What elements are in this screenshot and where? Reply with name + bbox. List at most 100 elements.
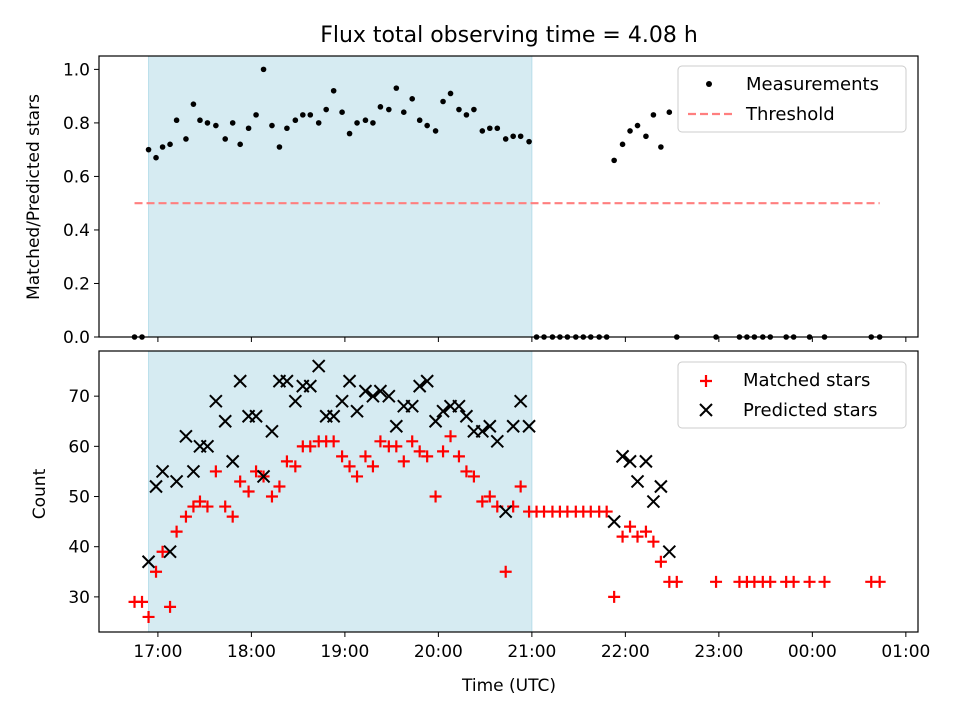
predicted-stars-point <box>428 414 443 428</box>
top-plot-frame <box>98 55 919 338</box>
measurement-point <box>354 120 360 126</box>
measurement-point <box>183 136 189 142</box>
matched-stars-point <box>150 565 163 578</box>
matched-stars-point <box>444 430 457 443</box>
measurement-point <box>190 101 197 107</box>
matched-stars-point <box>647 535 660 548</box>
measurement-point <box>526 138 532 145</box>
measurements-legend-marker <box>706 81 712 87</box>
matched-stars-point <box>873 575 886 588</box>
matched-stars-point <box>624 520 637 533</box>
measurement-point <box>502 136 509 142</box>
predicted-stars-point <box>490 434 504 449</box>
predicted-stars-point <box>615 449 630 464</box>
y-tick-label: 0.4 <box>63 221 90 241</box>
y-tick-label: 60 <box>68 437 90 457</box>
predicted-stars-point <box>639 454 653 469</box>
matched-stars-point <box>327 435 340 448</box>
predicted-stars-point <box>498 504 513 519</box>
y-tick-label: 0.8 <box>63 114 90 134</box>
predicted-stars-point <box>646 494 661 509</box>
measurement-point <box>463 112 470 118</box>
matched-stars-point <box>600 505 613 518</box>
measurement-point <box>471 106 477 113</box>
matched-stars-point <box>359 450 372 463</box>
matched-stars-point <box>273 480 286 493</box>
measurement-point <box>619 141 626 148</box>
matched-stars-point <box>156 545 169 558</box>
measurement-point <box>634 122 641 129</box>
measurement-point <box>276 144 283 150</box>
threshold-legend-label: Threshold <box>745 104 835 125</box>
measurement-point <box>377 104 384 110</box>
measurement-point <box>517 133 524 140</box>
predicted-stars-legend-marker <box>699 403 713 417</box>
matched-stars-point <box>437 445 450 458</box>
predicted-stars-point <box>382 389 396 403</box>
bottom-data-marks <box>128 359 886 623</box>
measurement-point <box>323 106 329 113</box>
measurement-point <box>424 122 430 129</box>
matched-stars-point <box>787 575 800 588</box>
predicted-stars-point <box>475 424 490 438</box>
y-tick-label: 40 <box>68 538 90 558</box>
predicted-stars-point <box>623 454 637 469</box>
chart-title: Flux total observing time = 4.08 h <box>320 23 698 48</box>
measurement-point <box>145 146 152 153</box>
measurement-point <box>307 112 314 118</box>
matched-stars-point <box>234 475 247 488</box>
predicted-stars-point <box>163 545 177 559</box>
top-legend-box <box>677 65 907 133</box>
measurement-point <box>494 125 501 132</box>
matched-stars-point <box>374 435 387 448</box>
predicted-stars-point <box>256 469 271 484</box>
predicted-stars-point <box>209 394 223 408</box>
matched-stars-point <box>366 460 379 473</box>
matched-stars-point <box>219 500 232 513</box>
top-panel: 0.0 0.2 0.4 0.6 0.8 1.0 Matched/Predicted sta… <box>24 55 919 348</box>
predicted-stars-point <box>389 419 404 433</box>
measurement-point <box>346 130 353 137</box>
matched-stars-legend-label: Matched stars <box>743 370 870 391</box>
matched-stars-point <box>421 450 434 463</box>
measurement-point <box>213 122 219 129</box>
measurement-point <box>440 98 446 105</box>
predicted-stars-point <box>662 545 677 559</box>
measurement-point <box>330 87 337 94</box>
predicted-stars-point <box>513 394 528 408</box>
predicted-stars-point <box>522 419 536 433</box>
measurement-point <box>510 133 516 140</box>
measurement-point <box>611 157 617 164</box>
predicted-stars-point <box>366 389 380 403</box>
top-y-axis-ticks: 0.0 0.2 0.4 0.6 0.8 1.0 <box>63 60 99 348</box>
measurement-point <box>362 117 369 124</box>
measurement-point <box>167 141 173 148</box>
matched-stars-point <box>242 485 255 498</box>
measurement-point <box>315 120 322 126</box>
matched-stars-point <box>406 435 419 448</box>
matched-stars-point <box>507 500 520 513</box>
predicted-stars-point <box>420 374 434 388</box>
measurement-point <box>432 128 439 134</box>
matched-stars-point <box>483 490 496 503</box>
matched-stars-point <box>250 465 263 478</box>
matched-stars-point <box>179 510 192 523</box>
predicted-stars-point <box>452 399 466 413</box>
measurement-point <box>284 125 290 132</box>
x-tick-label: 22:00 <box>601 642 650 662</box>
matched-stars-point <box>280 455 293 468</box>
predicted-stars-point <box>149 479 163 494</box>
matched-stars-point <box>164 600 177 613</box>
measurement-point <box>269 122 275 129</box>
measurement-point <box>253 112 259 118</box>
predicted-stars-point <box>155 464 170 479</box>
predicted-stars-point <box>607 514 621 529</box>
matched-stars-point <box>209 465 222 478</box>
bottom-legend: Matched stars Predicted stars <box>677 361 907 429</box>
measurement-point <box>400 109 407 115</box>
measurement-point <box>643 133 649 140</box>
matched-stars-point <box>803 575 816 588</box>
matched-stars-point <box>343 460 356 473</box>
predicted-stars-point <box>186 464 201 479</box>
measurement-point <box>260 66 267 73</box>
